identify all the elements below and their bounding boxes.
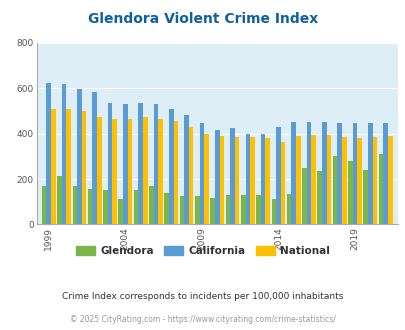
Text: Crime Index corresponds to incidents per 100,000 inhabitants: Crime Index corresponds to incidents per…: [62, 292, 343, 301]
Bar: [179, 196, 184, 224]
Bar: [225, 195, 230, 224]
Bar: [230, 128, 234, 224]
Bar: [306, 122, 311, 224]
Bar: [133, 190, 138, 224]
Bar: [249, 137, 254, 224]
Bar: [219, 136, 224, 224]
Bar: [382, 123, 387, 224]
Bar: [347, 161, 352, 224]
Bar: [51, 109, 55, 224]
Bar: [103, 190, 107, 224]
Bar: [286, 194, 291, 224]
Bar: [367, 123, 372, 224]
Bar: [158, 119, 162, 224]
Bar: [199, 123, 204, 224]
Bar: [143, 116, 147, 224]
Bar: [245, 134, 249, 224]
Bar: [164, 193, 168, 224]
Bar: [168, 109, 173, 224]
Text: © 2025 CityRating.com - https://www.cityrating.com/crime-statistics/: © 2025 CityRating.com - https://www.city…: [70, 315, 335, 324]
Bar: [77, 89, 81, 224]
Bar: [112, 119, 117, 224]
Bar: [260, 134, 265, 224]
Bar: [387, 136, 392, 224]
Bar: [321, 122, 326, 224]
Bar: [138, 103, 143, 224]
Bar: [47, 82, 51, 224]
Bar: [62, 84, 66, 224]
Bar: [291, 122, 295, 224]
Bar: [271, 199, 275, 224]
Bar: [57, 176, 62, 224]
Bar: [194, 196, 199, 224]
Bar: [301, 168, 306, 224]
Bar: [240, 195, 245, 224]
Bar: [356, 138, 361, 224]
Bar: [149, 186, 153, 224]
Bar: [188, 127, 193, 224]
Bar: [352, 123, 356, 224]
Bar: [210, 198, 214, 224]
Legend: Glendora, California, National: Glendora, California, National: [72, 242, 333, 260]
Bar: [311, 135, 315, 224]
Bar: [204, 134, 208, 224]
Bar: [362, 170, 367, 224]
Bar: [118, 199, 123, 224]
Bar: [341, 137, 346, 224]
Bar: [378, 154, 382, 224]
Bar: [332, 156, 337, 224]
Bar: [326, 135, 330, 224]
Bar: [280, 142, 285, 224]
Bar: [123, 104, 127, 224]
Bar: [317, 171, 321, 224]
Bar: [337, 123, 341, 224]
Bar: [275, 127, 280, 224]
Bar: [127, 119, 132, 224]
Bar: [173, 121, 178, 224]
Bar: [372, 137, 376, 224]
Bar: [265, 138, 269, 224]
Text: Glendora Violent Crime Index: Glendora Violent Crime Index: [87, 12, 318, 25]
Bar: [42, 186, 47, 224]
Bar: [295, 136, 300, 224]
Bar: [184, 115, 188, 224]
Bar: [234, 137, 239, 224]
Bar: [153, 104, 158, 224]
Bar: [107, 103, 112, 224]
Bar: [81, 111, 86, 224]
Bar: [66, 109, 71, 224]
Bar: [214, 130, 219, 224]
Bar: [97, 116, 101, 224]
Bar: [92, 92, 97, 224]
Bar: [72, 186, 77, 224]
Bar: [256, 195, 260, 224]
Bar: [87, 189, 92, 224]
